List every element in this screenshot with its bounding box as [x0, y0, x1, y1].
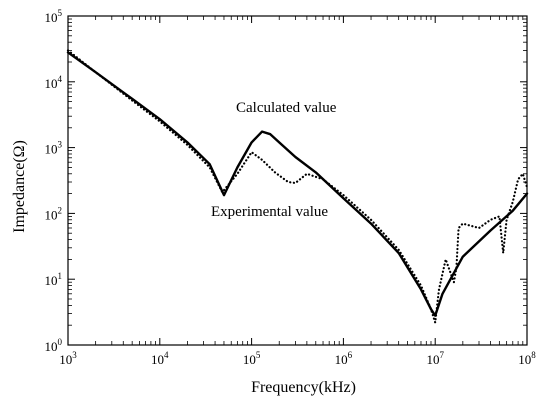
x-tick-label: 105 [243, 350, 261, 367]
y-tick-label: 104 [45, 74, 63, 91]
y-axis-title: Impedance(Ω) [11, 140, 28, 233]
plot-area [67, 15, 528, 346]
experimental-value-line [66, 49, 529, 324]
x-tick-label: 108 [518, 350, 536, 367]
y-tick-label: 105 [45, 8, 63, 25]
y-tick-label: 101 [45, 271, 63, 288]
y-tick-label: 100 [45, 337, 63, 354]
calculated-value-line [66, 51, 529, 317]
y-tick-label: 102 [45, 205, 63, 222]
series-layer [66, 49, 529, 324]
y-tick-label: 103 [45, 140, 63, 157]
x-axis-title: Frequency(kHz) [251, 379, 356, 396]
x-tick-label: 106 [335, 350, 353, 367]
x-tick-label: 107 [426, 350, 444, 367]
calculated-value-label: Calculated value [236, 100, 337, 116]
plot-frame [67, 15, 528, 346]
experimental-value-label: Experimental value [211, 204, 328, 220]
x-tick-label: 103 [59, 350, 77, 367]
x-tick-label: 104 [151, 350, 169, 367]
tick-layer: 103 104 105 106 107 108 100 101 102 103 104 105 [45, 8, 537, 367]
